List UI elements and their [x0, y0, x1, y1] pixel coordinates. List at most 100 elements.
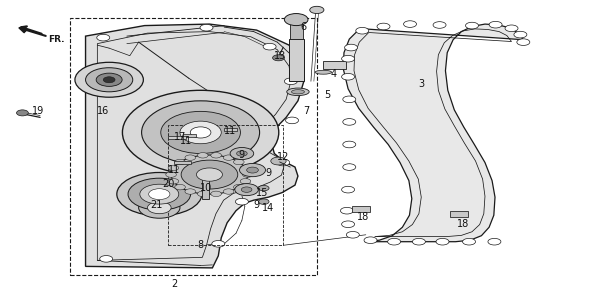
Circle shape	[185, 189, 195, 194]
Ellipse shape	[142, 101, 260, 164]
Circle shape	[175, 185, 185, 190]
Circle shape	[240, 178, 251, 184]
Text: 18: 18	[357, 212, 369, 222]
Bar	[450, 211, 468, 217]
Circle shape	[75, 62, 143, 97]
Text: 12: 12	[277, 151, 289, 162]
Ellipse shape	[180, 121, 221, 144]
Circle shape	[235, 198, 248, 205]
Text: 9: 9	[254, 200, 260, 210]
Text: 4: 4	[330, 69, 336, 79]
Circle shape	[517, 39, 530, 45]
Circle shape	[117, 172, 202, 216]
Circle shape	[140, 184, 179, 204]
Circle shape	[343, 164, 356, 170]
Text: 6: 6	[301, 22, 307, 32]
Circle shape	[198, 191, 208, 197]
Ellipse shape	[191, 127, 211, 138]
Text: 21: 21	[150, 200, 162, 210]
Circle shape	[86, 68, 133, 92]
Circle shape	[166, 172, 176, 177]
Circle shape	[505, 25, 518, 32]
Circle shape	[284, 78, 297, 85]
Text: 20: 20	[162, 178, 174, 189]
Circle shape	[284, 14, 308, 26]
Circle shape	[343, 96, 356, 103]
Circle shape	[168, 165, 179, 171]
Circle shape	[345, 44, 358, 51]
Text: 5: 5	[324, 90, 330, 100]
Circle shape	[433, 22, 446, 28]
Bar	[174, 161, 191, 164]
Circle shape	[343, 119, 356, 125]
Text: 18: 18	[457, 219, 469, 229]
Circle shape	[271, 157, 286, 165]
Circle shape	[196, 168, 222, 181]
Circle shape	[185, 155, 196, 160]
Circle shape	[342, 73, 355, 80]
Circle shape	[404, 21, 417, 27]
Circle shape	[286, 117, 299, 124]
Circle shape	[514, 31, 527, 38]
Text: 7: 7	[304, 106, 310, 116]
Circle shape	[412, 238, 425, 245]
Circle shape	[139, 197, 180, 218]
Circle shape	[436, 238, 449, 245]
Circle shape	[466, 22, 478, 29]
Text: 3: 3	[419, 79, 425, 89]
Ellipse shape	[123, 90, 279, 175]
Bar	[70, 18, 317, 275]
Circle shape	[17, 110, 28, 116]
Circle shape	[237, 151, 247, 156]
Text: 14: 14	[263, 203, 274, 213]
Bar	[352, 206, 370, 212]
Circle shape	[263, 43, 276, 50]
Circle shape	[277, 159, 290, 166]
Text: 10: 10	[201, 183, 212, 193]
Circle shape	[489, 21, 502, 28]
Circle shape	[96, 73, 122, 86]
Circle shape	[241, 187, 252, 192]
Circle shape	[97, 34, 110, 41]
Circle shape	[181, 160, 238, 189]
Circle shape	[240, 165, 251, 171]
Circle shape	[128, 178, 191, 210]
Text: 2: 2	[171, 279, 177, 290]
Circle shape	[342, 55, 355, 62]
Circle shape	[377, 23, 390, 30]
Bar	[323, 61, 346, 69]
Ellipse shape	[291, 90, 304, 94]
Text: 9: 9	[266, 168, 271, 178]
Text: 16: 16	[97, 106, 109, 116]
Circle shape	[247, 167, 258, 173]
Circle shape	[240, 163, 266, 177]
Text: 8: 8	[198, 240, 204, 250]
Text: 15: 15	[257, 188, 268, 198]
Text: 9: 9	[239, 150, 245, 160]
Circle shape	[175, 159, 185, 165]
Bar	[168, 125, 283, 245]
Circle shape	[310, 6, 324, 14]
Circle shape	[258, 199, 269, 204]
Circle shape	[168, 178, 179, 184]
Circle shape	[346, 231, 359, 238]
Circle shape	[242, 172, 253, 177]
Circle shape	[364, 237, 377, 244]
Circle shape	[356, 27, 369, 34]
Circle shape	[148, 202, 171, 214]
Text: 11: 11	[168, 165, 180, 175]
Ellipse shape	[161, 111, 241, 154]
Bar	[168, 136, 186, 139]
Bar	[202, 179, 209, 199]
Circle shape	[234, 185, 244, 190]
Text: FR.: FR.	[48, 35, 65, 44]
Text: 11: 11	[224, 126, 236, 136]
Polygon shape	[343, 24, 523, 242]
Text: 19: 19	[32, 106, 44, 116]
Circle shape	[200, 24, 213, 31]
Circle shape	[212, 240, 225, 247]
Circle shape	[171, 155, 248, 194]
Circle shape	[230, 147, 254, 160]
Circle shape	[211, 191, 221, 197]
Text: 13: 13	[274, 51, 286, 61]
